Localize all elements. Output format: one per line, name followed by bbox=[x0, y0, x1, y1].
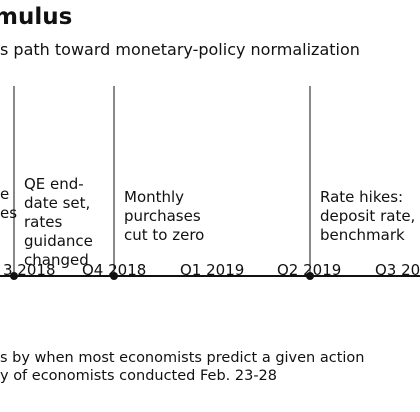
event-marker-2 bbox=[110, 272, 118, 280]
event-label-2: QE end- date set, rates guidance changed bbox=[24, 175, 93, 269]
event-marker-3 bbox=[306, 272, 314, 280]
footnote-2: y of economists conducted Feb. 23-28 bbox=[0, 368, 278, 384]
event-label-4: Rate hikes: deposit rate, benchmark bbox=[320, 188, 416, 244]
quarter-label-2: Q4 2018 bbox=[82, 261, 147, 279]
event-marker-1 bbox=[10, 272, 18, 280]
footnote-1: s by when most economists predict a give… bbox=[0, 350, 365, 366]
chart-subtitle: s path toward monetary-policy normalizat… bbox=[0, 40, 360, 59]
quarter-label-4: Q2 2019 bbox=[277, 261, 342, 279]
quarter-label-3: Q1 2019 bbox=[180, 261, 245, 279]
quarter-label-5: Q3 201 bbox=[375, 261, 420, 279]
quarter-label-1: 3 2018 bbox=[3, 261, 56, 279]
chart-title: mulus bbox=[0, 4, 73, 30]
event-label-3: Monthly purchases cut to zero bbox=[124, 188, 205, 244]
event-label-1: e es bbox=[0, 185, 18, 222]
